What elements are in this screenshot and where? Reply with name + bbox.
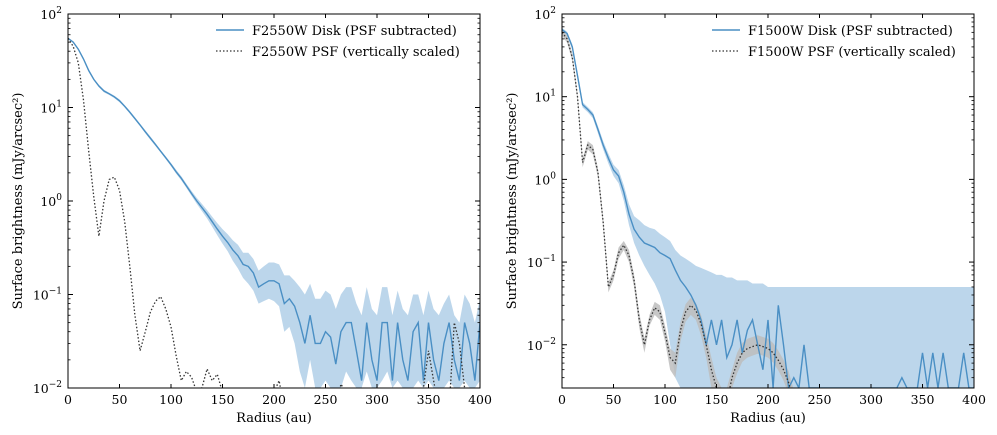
right-x-tick-label: 0 [558,392,566,407]
right-x-tick-label: 350 [911,392,935,407]
right-x-tick-label: 250 [808,392,832,407]
right-x-ticks: 0 50 100 150 200 250 300 350 400 [558,14,986,407]
right-x-tick-label: 50 [606,392,622,407]
left-x-tick-label: 0 [64,392,72,407]
left-x-ticks: 0 50 100 150 200 250 300 350 400 [64,14,492,407]
left-y-tick-label: 101 [40,100,62,116]
right-x-tick-label: 150 [705,392,729,407]
right-x-tick-label: 400 [962,392,986,407]
left-y-tick-label: 100 [40,193,62,209]
right-y-tick-label: 10−2 [527,337,556,353]
left-x-tick-label: 200 [262,392,286,407]
right-data-layer [562,27,974,388]
right-x-axis-label: Radius (au) [730,411,806,426]
right-y-tick-label: 10−1 [527,254,556,270]
left-data-layer [68,37,480,388]
right-series-0-uncertainty-band [562,27,974,388]
right-series-0-line [562,28,974,388]
left-x-tick-label: 400 [468,392,492,407]
left-series-0-line [68,37,480,381]
right-x-tick-label: 200 [756,392,780,407]
right-legend: F1500W Disk (PSF subtracted) F1500W PSF … [712,24,956,60]
right-y-axis-label: Surface brightness (mJy/arcsec²) [505,93,520,310]
left-x-tick-label: 50 [112,392,128,407]
right-y-tick-label: 101 [534,89,556,105]
left-y-tick-label: 10−1 [33,287,62,303]
right-legend-psf-label: F1500W PSF (vertically scaled) [748,45,956,60]
right-x-tick-label: 100 [653,392,677,407]
left-x-tick-label: 150 [211,392,235,407]
left-x-axis-label: Radius (au) [236,411,312,426]
right-y-tick-label: 100 [534,171,556,187]
left-series-0-uncertainty-band [68,37,480,388]
left-y-axis-label: Surface brightness (mJy/arcsec²) [11,93,26,310]
panel-left: 0 50 100 150 200 250 300 350 400 10−210−11001011… [11,6,492,426]
left-series-1-line [68,37,466,388]
right-legend-disk-label: F1500W Disk (PSF subtracted) [748,24,953,39]
left-x-tick-label: 100 [159,392,183,407]
right-x-tick-label: 300 [859,392,883,407]
left-y-tick-label: 10−2 [33,380,62,396]
left-legend-disk-label: F2550W Disk (PSF subtracted) [252,24,457,39]
left-x-tick-label: 350 [417,392,441,407]
left-y-tick-label: 102 [40,6,62,22]
left-legend: F2550W Disk (PSF subtracted) F2550W PSF … [216,24,460,60]
left-x-tick-label: 300 [365,392,389,407]
left-legend-psf-label: F2550W PSF (vertically scaled) [252,45,460,60]
right-y-ticks: 10−2 10−1 100 101 102 [527,6,974,389]
left-y-ticks: 10−2 10−1 100 101 102 [33,6,480,396]
right-y-tick-label: 102 [534,6,556,22]
left-x-tick-label: 250 [314,392,338,407]
panel-right: 0 50 100 150 200 250 300 350 400 10−210−11001011… [505,6,986,426]
right-series-1-line [562,31,791,388]
